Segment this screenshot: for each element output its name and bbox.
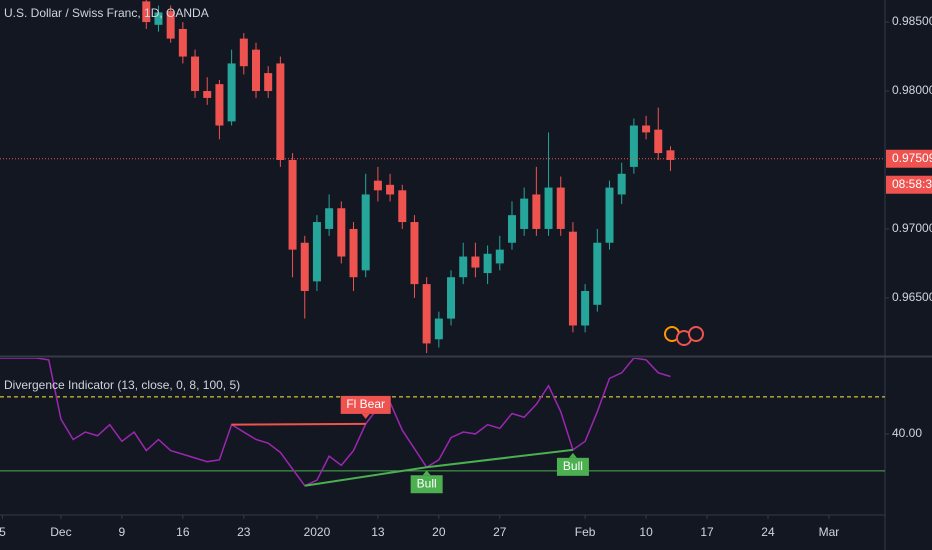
candle-body [642,125,651,133]
price-tag-label: 0.97509 [892,151,932,165]
candle-body [398,190,407,223]
x-tick-label: 23 [237,525,251,539]
candle-body [617,173,626,195]
x-tick-label: 16 [176,525,190,539]
candle-body [251,49,260,92]
y-tick-label: 40.00 [892,426,922,440]
candle-body [495,249,504,264]
candle-body [142,1,151,23]
candle-body [215,84,224,126]
candle-body [666,150,675,160]
divergence-pointer [422,470,431,476]
x-tick-label: 10 [639,525,653,539]
candle-body [264,73,273,92]
candle-body [239,38,248,67]
candle-body [654,129,663,154]
candle-body [507,215,516,243]
candle-body [605,187,614,243]
candle-body [166,11,175,39]
y-tick-label: 0.96500 [892,290,932,304]
y-tick-label: 0.98000 [892,83,932,97]
x-tick-label: 17 [700,525,714,539]
x-tick-label: 24 [761,525,775,539]
candle-body [373,180,382,191]
event-icon [688,326,704,342]
candle-body [434,318,443,340]
divergence-pointer [361,413,370,419]
candle-body [556,187,565,229]
x-tick-label: 2020 [304,525,331,539]
candle-body [568,231,577,326]
divergence-line [231,422,366,426]
candle-body [203,91,212,98]
divergence-label: Bull [563,459,583,473]
price-pane [0,0,885,354]
candle-body [276,63,285,160]
candle-body [386,184,395,195]
candle-body [422,284,431,344]
candle-body [459,256,468,278]
candle-body [227,63,236,122]
indicator-title: Divergence Indicator (13, close, 0, 8, 1… [4,378,240,392]
candle-body [349,228,358,278]
divergence-label-box [340,395,391,414]
candle-body [544,187,553,229]
divergence-label: Fl Bear [346,397,385,411]
x-tick-label: 20 [432,525,446,539]
divergence-pointer [568,452,577,458]
divergence-label-box [556,457,589,476]
x-tick-label: Mar [819,525,840,539]
candle-body [178,28,187,57]
candle-body [483,253,492,274]
candle-body [337,208,346,257]
candle-body [410,222,419,285]
x-tick-label: 13 [371,525,385,539]
chart-title: U.S. Dollar / Swiss Franc, 1D, OANDA [4,6,209,20]
candle-body [581,291,590,326]
countdown-label: 08:58:34 [892,177,932,191]
candle-body [154,12,163,25]
candle-body [520,198,529,229]
x-tick-label: Feb [575,525,596,539]
candle-body [325,208,334,229]
divergence-line [304,466,427,487]
x-tick-label: Dec [50,525,71,539]
candle-body [532,194,541,229]
price-tag [886,149,932,168]
x-tick-label: 27 [493,525,507,539]
candle-body [593,242,602,305]
candle-body [361,194,370,271]
x-tick-label: 9 [119,525,126,539]
candle-body [471,256,480,268]
candle-body [300,242,309,292]
candle-body [191,56,200,92]
candle-body [288,159,297,250]
x-tick-label: 5 [0,525,6,539]
candle-body [629,125,638,167]
y-tick-label: 0.98500 [892,14,932,28]
divergence-line [426,448,574,469]
indicator-line [0,358,671,487]
y-tick-label: 0.97000 [892,221,932,235]
countdown-tag [886,175,932,194]
divergence-label-box [410,475,443,494]
candle-body [447,277,456,319]
divergence-label: Bull [417,476,437,490]
candle-body [312,222,321,282]
event-icons [664,326,704,346]
axes: 5 Dec 9 16 23 2020 13 20 27 Feb 10 17 24 Mar 0.98500 0.… [0,14,932,539]
indicator-pane: Fl Bear Bull Bull [0,358,885,494]
